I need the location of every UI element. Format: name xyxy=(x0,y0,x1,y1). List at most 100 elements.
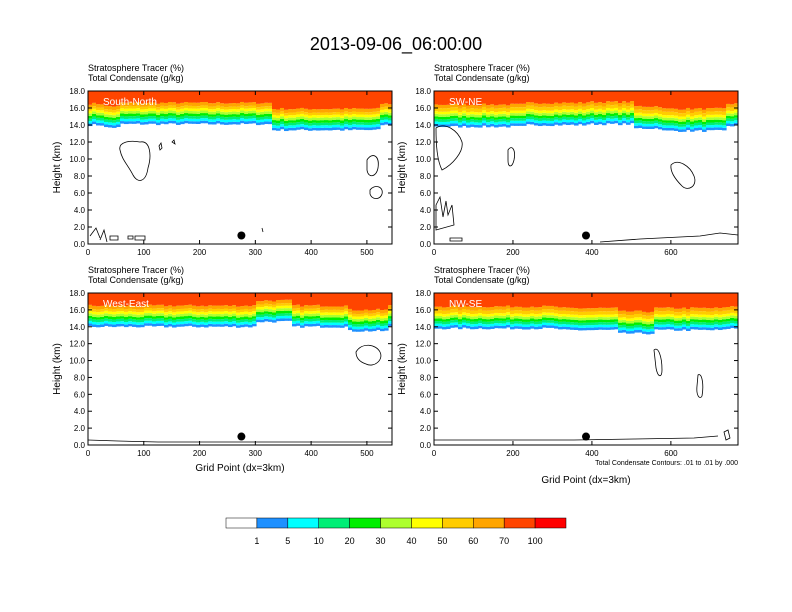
tracer-cell xyxy=(614,115,619,119)
tracer-cell xyxy=(546,315,551,318)
tracer-cell xyxy=(442,324,447,327)
tracer-cell xyxy=(212,116,217,120)
tracer-cell xyxy=(642,331,647,334)
tracer-cell xyxy=(602,322,607,325)
tracer-cell xyxy=(502,325,507,329)
tracer-cell xyxy=(276,112,281,116)
tracer-cell xyxy=(88,293,93,305)
tracer-cell xyxy=(510,321,515,325)
tracer-cell xyxy=(474,293,479,308)
tracer-cell xyxy=(376,111,381,114)
tracer-cell xyxy=(348,127,353,131)
tracer-cell xyxy=(706,319,711,323)
tracer-cell xyxy=(128,318,133,322)
tracer-cell xyxy=(602,106,607,110)
tracer-cell xyxy=(164,114,169,117)
tracer-cell xyxy=(364,112,369,115)
tracer-cell xyxy=(598,111,603,114)
tracer-cell xyxy=(352,114,357,117)
tracer-cell xyxy=(168,102,173,106)
tracer-cell xyxy=(514,306,519,311)
tracer-cell xyxy=(718,314,723,318)
tracer-cell xyxy=(694,316,699,320)
tracer-cell xyxy=(168,105,173,108)
tracer-cell xyxy=(252,118,257,121)
tracer-cell xyxy=(658,126,663,130)
tracer-cell xyxy=(256,293,261,302)
tracer-cell xyxy=(88,318,93,321)
tracer-cell xyxy=(124,309,129,312)
tracer-cell xyxy=(506,108,511,113)
tracer-cell xyxy=(658,91,663,108)
tracer-cell xyxy=(316,315,321,319)
tracer-cell xyxy=(686,323,691,326)
tracer-cell xyxy=(288,299,293,304)
tracer-cell xyxy=(554,112,559,115)
tracer-cell xyxy=(734,293,738,307)
tracer-cell xyxy=(466,320,471,324)
tracer-cell xyxy=(120,115,125,119)
tracer-cell xyxy=(718,122,723,125)
tracer-cell xyxy=(618,320,623,323)
tracer-cell xyxy=(562,326,567,330)
tracer-cell xyxy=(368,122,373,125)
tracer-cell xyxy=(446,321,451,324)
tracer-cell xyxy=(690,319,695,322)
tracer-cell xyxy=(686,117,691,120)
tracer-cell xyxy=(148,105,153,109)
tracer-cell xyxy=(172,314,177,318)
tracer-cell xyxy=(248,121,253,124)
tracer-cell xyxy=(344,124,349,127)
tracer-cell xyxy=(268,314,273,317)
tracer-cell xyxy=(434,306,439,311)
tracer-cell xyxy=(248,312,253,315)
tracer-cell xyxy=(160,304,165,309)
tracer-cell xyxy=(120,311,125,314)
x-tick-label: 200 xyxy=(193,449,207,458)
tracer-cell xyxy=(208,316,213,319)
tracer-cell xyxy=(144,304,149,309)
panel-sw-ne: Stratosphere Tracer (%) Total Condensate… xyxy=(397,63,739,257)
tracer-cell xyxy=(348,312,353,315)
tracer-cell xyxy=(598,105,603,109)
tracer-cell xyxy=(530,114,535,117)
tracer-cell xyxy=(140,322,145,325)
tracer-cell xyxy=(510,314,515,317)
tracer-cell xyxy=(434,310,439,314)
tracer-cell xyxy=(284,123,289,126)
tracer-cell xyxy=(486,310,491,315)
tracer-cell xyxy=(328,122,333,126)
tracer-cell xyxy=(268,309,273,312)
tracer-cell xyxy=(88,310,93,314)
tracer-cell xyxy=(264,113,269,117)
tracer-cell xyxy=(706,117,711,120)
tracer-cell xyxy=(590,104,595,109)
tracer-cell xyxy=(336,306,341,310)
tracer-cell xyxy=(686,122,691,125)
tracer-cell xyxy=(244,116,249,119)
tracer-cell xyxy=(542,106,547,111)
tracer-cell xyxy=(204,118,209,121)
tracer-cell xyxy=(120,323,125,327)
tracer-cell xyxy=(606,311,611,315)
tracer-cell xyxy=(340,320,345,323)
tracer-cell xyxy=(376,91,381,108)
y-tick-label: 16.0 xyxy=(69,104,85,113)
tracer-cell xyxy=(686,127,691,131)
tracer-cell xyxy=(316,320,321,324)
tracer-cell xyxy=(276,311,281,314)
tracer-cell xyxy=(682,314,687,317)
tracer-cell xyxy=(662,324,667,328)
tracer-cell xyxy=(722,326,727,330)
tracer-cell xyxy=(348,324,353,328)
tracer-cell xyxy=(710,317,715,321)
tracer-cell xyxy=(494,323,499,326)
tracer-cell xyxy=(388,311,392,314)
y-tick-label: 14.0 xyxy=(415,323,431,332)
tracer-cell xyxy=(726,107,731,111)
tracer-cell xyxy=(256,301,261,305)
tracer-cell xyxy=(614,107,619,111)
tracer-cell xyxy=(252,316,257,319)
tracer-cell xyxy=(466,114,471,118)
tracer-cell xyxy=(566,117,571,120)
